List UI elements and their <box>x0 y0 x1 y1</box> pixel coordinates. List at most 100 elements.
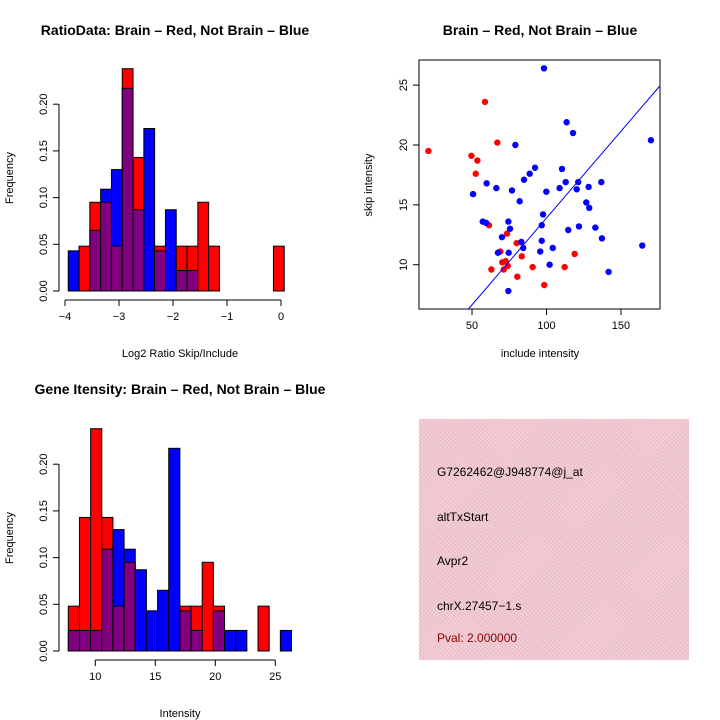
info-panel: G7262462@J948774@j_at altTxStart Avpr2 c… <box>419 419 689 660</box>
hist2-bar <box>157 589 170 652</box>
scatter-point-not-brain <box>549 244 556 252</box>
scatter-point-not-brain <box>526 170 533 177</box>
hist2-x-tick-label: 10 <box>89 671 101 683</box>
scatter-point-not-brain <box>565 226 572 234</box>
scatter-point-not-brain <box>575 178 582 186</box>
scatter-point-brain <box>494 139 501 146</box>
scatter-point-brain <box>503 230 511 237</box>
hist2-x-tick-label: 15 <box>149 671 161 683</box>
hist2-bar <box>134 569 147 652</box>
scatter-point-not-brain <box>586 204 593 212</box>
scatter-point-not-brain <box>543 188 550 195</box>
hist1-overlap-bar <box>186 269 199 292</box>
probe-id: G7262462@J948774@j_at <box>437 465 583 479</box>
scatter-point-not-brain <box>498 233 506 241</box>
scatter-point-not-brain <box>639 242 646 249</box>
scatter-point-not-brain <box>505 287 512 295</box>
hist1-title: RatioData: Brain – Red, Not Brain – Blue <box>41 22 310 38</box>
scatter-point-not-brain <box>556 184 563 192</box>
scatter-point-brain <box>474 157 481 164</box>
hist1-xlabel: Log2 Ratio Skip/Include <box>122 348 238 360</box>
hist2-y-tick-label: 0.05 <box>38 594 50 615</box>
hist1-bar <box>208 245 220 292</box>
hist1-bar <box>78 245 91 292</box>
hist1-overlap-bar <box>154 250 166 292</box>
hist1-bar <box>164 209 177 292</box>
hist2-bar <box>235 629 248 652</box>
scatter-point-brain <box>481 98 489 106</box>
hist1-overlap-bar <box>89 229 102 292</box>
hist1-y-tick-label: 0.05 <box>38 234 50 255</box>
hist2-ylabel: Frequency <box>4 512 16 564</box>
scatter-y-tick-label: 20 <box>398 139 410 151</box>
hist2-title: Gene Itensity: Brain – Red, Not Brain – … <box>35 381 326 397</box>
hist2-overlap-bar <box>179 610 192 652</box>
scatter-point-brain <box>502 257 509 265</box>
pval-text: Pval: 2.000000 <box>437 631 518 645</box>
hist1-x-tick-label: −3 <box>113 311 126 323</box>
scatter-point-brain <box>500 266 507 273</box>
hist1-ylabel: Frequency <box>4 152 16 204</box>
gene-name: Avpr2 <box>437 554 469 568</box>
hist1-bar <box>272 245 285 292</box>
hist2-x-tick-label: 20 <box>209 671 221 683</box>
scatter-point-not-brain <box>562 178 569 186</box>
scatter-point-not-brain <box>505 218 512 225</box>
hist2-bar <box>90 428 103 652</box>
scatter-point-not-brain <box>647 137 655 144</box>
hist2-bar <box>224 629 237 652</box>
hist2-bar <box>168 447 181 652</box>
hist2-bar <box>257 605 270 652</box>
scatter-point-brain <box>541 281 548 289</box>
scatter-point-brain <box>425 147 432 155</box>
scatter-ylabel: skip intensity <box>363 153 375 216</box>
hist2-bar <box>145 610 159 652</box>
hist1-x-tick-label: −4 <box>59 311 72 323</box>
scatter-point-not-brain <box>538 222 545 229</box>
scatter-point-not-brain <box>546 261 553 268</box>
scatter-x-tick-label: 50 <box>466 320 478 332</box>
scatter-point-not-brain <box>539 211 547 218</box>
hist2-overlap-bar <box>190 629 203 652</box>
scatter-point-not-brain <box>569 129 577 137</box>
scatter-y-tick-label: 15 <box>398 199 410 211</box>
hist1-x-tick-label: 0 <box>278 311 284 323</box>
scatter-y-tick-label: 25 <box>398 79 410 91</box>
hist1-x-tick-label: −1 <box>221 311 234 323</box>
scatter-point-brain <box>518 253 525 260</box>
scatter-point-not-brain <box>469 190 477 198</box>
scatter-point-not-brain <box>563 119 570 126</box>
hist2-x-tick-label: 25 <box>269 671 281 683</box>
hist2-bar <box>201 561 214 652</box>
genomic-location: chrX.27457−1.s <box>437 599 522 613</box>
scatter-point-not-brain <box>483 180 490 187</box>
scatter-point-not-brain <box>573 186 580 193</box>
scatter-point-not-brain <box>537 248 544 255</box>
scatter-point-not-brain <box>605 268 612 276</box>
scatter-point-not-brain <box>505 249 512 256</box>
scatter-fit-line <box>468 85 661 310</box>
scatter-point-not-brain <box>482 219 490 227</box>
hist2-bar <box>279 629 292 652</box>
hist2-xlabel: Intensity <box>160 708 201 720</box>
hist1-overlap-bar <box>100 201 112 292</box>
hist1-bar <box>197 201 210 292</box>
hist2-overlap-bar <box>212 610 226 652</box>
scatter-xlabel: include intensity <box>501 348 580 360</box>
scatter-point-not-brain <box>598 235 606 242</box>
scatter-plot-box <box>418 59 661 310</box>
scatter-point-brain <box>514 273 521 280</box>
scatter-point-not-brain <box>538 237 545 244</box>
scatter-point-not-brain <box>512 141 519 149</box>
scatter-point-not-brain <box>540 65 548 72</box>
scatter-title: Brain – Red, Not Brain – Blue <box>443 22 638 38</box>
hist1-overlap-bar <box>175 269 188 292</box>
scatter-point-not-brain <box>516 198 523 205</box>
hist2-y-tick-label: 0.00 <box>38 640 50 661</box>
hist1-bar <box>143 127 156 292</box>
scatter-point-not-brain <box>585 183 592 191</box>
hist1-x-tick-label: −2 <box>167 311 180 323</box>
hist1-bar <box>67 250 80 292</box>
